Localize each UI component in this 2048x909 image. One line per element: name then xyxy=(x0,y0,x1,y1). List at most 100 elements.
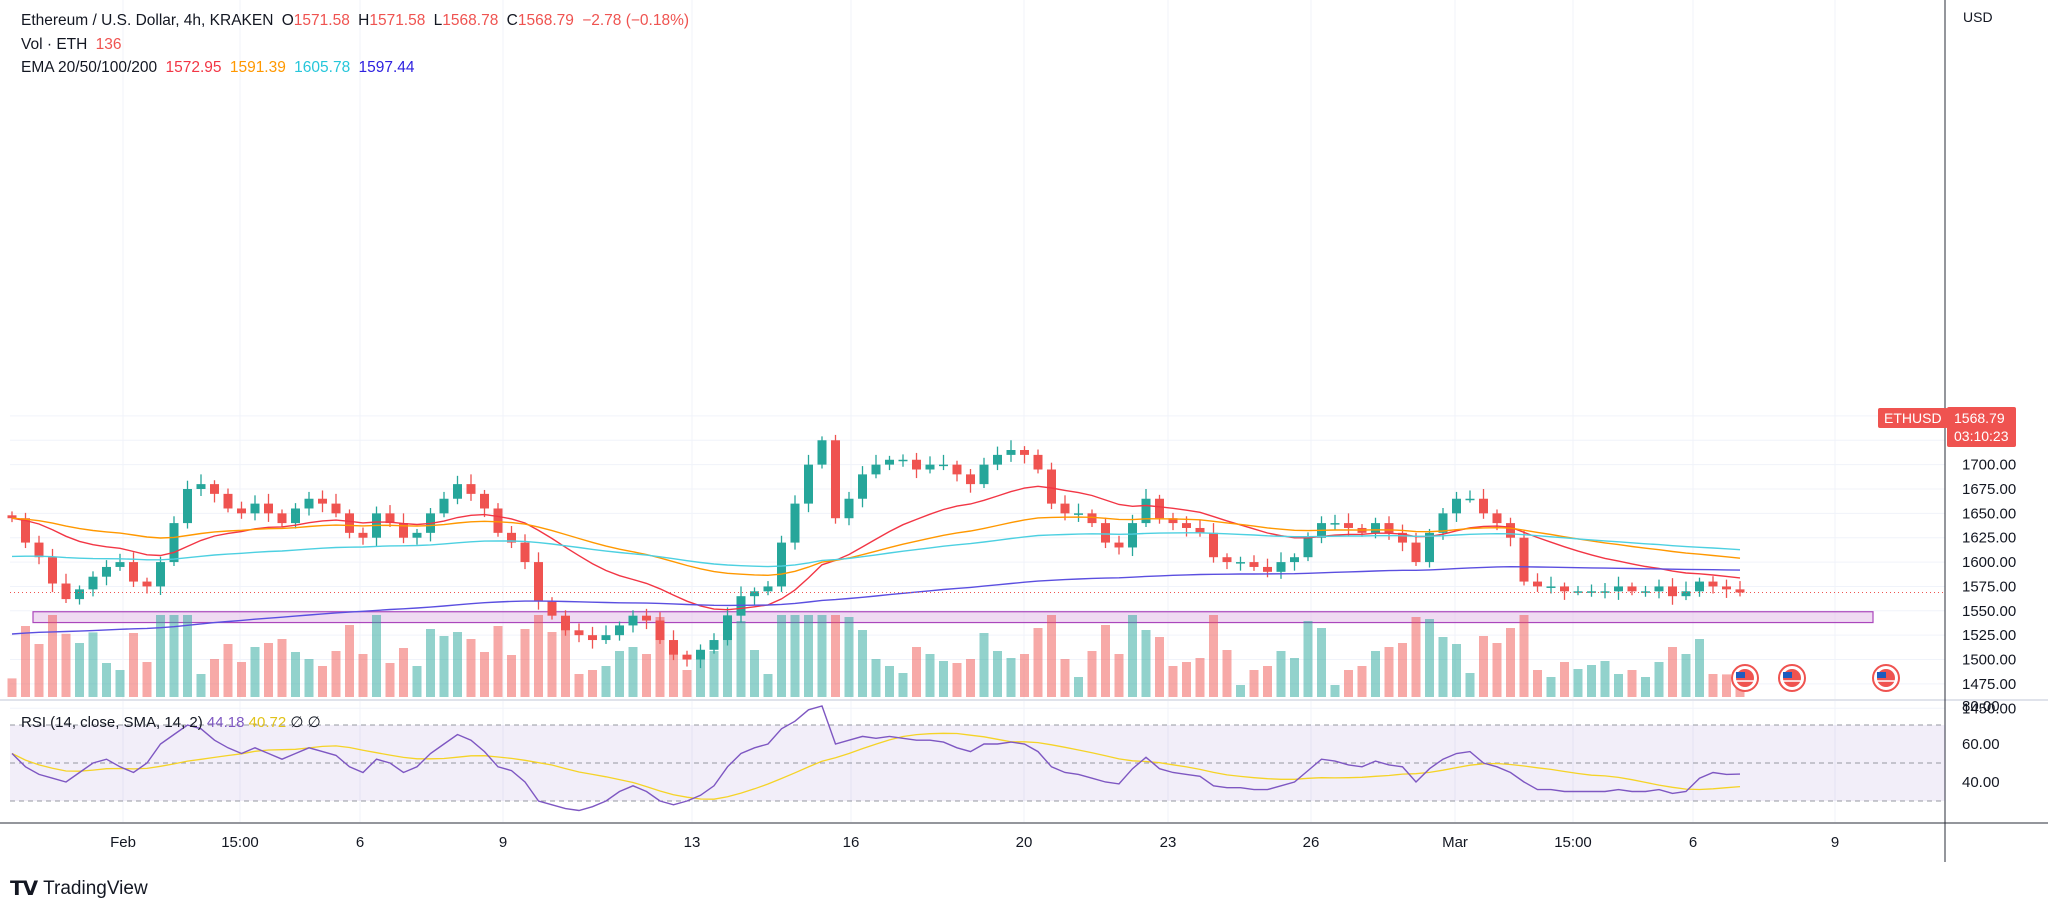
ema-legend: EMA 20/50/100/200 1572.95 1591.39 1605.7… xyxy=(21,59,419,77)
time-tick-label: 23 xyxy=(1160,834,1177,851)
volume-bar xyxy=(250,647,260,697)
volume-bar xyxy=(1573,669,1583,697)
volume-bar xyxy=(1668,647,1677,697)
candle-body xyxy=(1060,503,1070,514)
time-tick-label: Feb xyxy=(110,834,136,851)
candle-body xyxy=(1047,469,1056,504)
tradingview-brand[interactable]: 𝗧𝗩 TradingView xyxy=(10,876,148,901)
rsi-line xyxy=(11,705,1741,812)
volume-bar xyxy=(1141,630,1151,697)
rsi-sma-value: 40.72 xyxy=(248,714,287,731)
candle-body xyxy=(669,640,678,655)
candle-body xyxy=(1627,586,1637,592)
volume-bar xyxy=(682,670,692,697)
candle-body xyxy=(885,459,894,465)
candle-body xyxy=(871,464,881,475)
volume-bar xyxy=(453,632,462,697)
volume-bar xyxy=(696,655,705,697)
time-tick-label: 9 xyxy=(499,834,507,851)
volume-bar xyxy=(183,615,192,697)
candle-body xyxy=(1465,498,1475,501)
price-tick-label: 1475.00 xyxy=(1962,676,2016,693)
volume-label: Vol · ETH xyxy=(21,36,88,53)
volume-bar xyxy=(804,615,813,697)
candle-body xyxy=(642,615,651,621)
candle-body xyxy=(115,562,125,567)
volume-bar xyxy=(102,663,111,697)
close-label: C xyxy=(506,12,518,29)
volume-bar xyxy=(1209,615,1218,697)
price-tick-label: 1650.00 xyxy=(1962,505,2016,522)
candle-body xyxy=(1168,518,1178,524)
candle-body xyxy=(318,498,327,504)
candle-body xyxy=(480,493,489,509)
volume-bar xyxy=(588,670,597,697)
volume-bar xyxy=(480,652,489,697)
symbol-price-tag: ETHUSD xyxy=(1878,408,1948,428)
candle-body xyxy=(48,557,57,584)
volume-bar xyxy=(655,617,665,697)
candle-body xyxy=(291,508,300,524)
volume-bar xyxy=(291,652,300,697)
price-tick-label: 1700.00 xyxy=(1962,457,2016,474)
volume-bar xyxy=(412,666,422,697)
candle-body xyxy=(898,459,908,462)
candle-body xyxy=(952,464,962,475)
ema200-line xyxy=(11,565,1741,635)
volume-bar xyxy=(1398,643,1407,697)
candle-body xyxy=(696,649,705,660)
candle-body xyxy=(763,586,773,592)
candle-body xyxy=(1222,557,1232,563)
candle-body xyxy=(1641,591,1650,593)
volume-bar xyxy=(1425,619,1434,697)
open-label: O xyxy=(281,12,294,29)
volume-bar xyxy=(763,674,773,697)
candle-body xyxy=(466,484,476,494)
candle-body xyxy=(574,630,584,636)
high-label: H xyxy=(358,12,370,29)
volume-bar xyxy=(169,615,179,697)
ema100-line xyxy=(11,532,1741,568)
candle-body xyxy=(304,498,314,509)
candle-body xyxy=(1006,450,1016,455)
volume-bar xyxy=(1533,670,1542,697)
candle-body xyxy=(858,474,867,499)
candle-body xyxy=(912,459,921,470)
candles xyxy=(7,434,1745,697)
volume-bar xyxy=(520,629,530,697)
volume-bar xyxy=(831,615,840,697)
support-zone-rect xyxy=(32,611,1874,624)
volume-bar xyxy=(1195,658,1205,697)
volume-bar xyxy=(1438,637,1448,697)
candle-body xyxy=(1708,581,1718,587)
candle-body xyxy=(385,513,395,524)
currency-label: USD xyxy=(1963,9,1993,25)
candle-body xyxy=(966,474,975,485)
volume-bar xyxy=(345,625,354,697)
volume-bar xyxy=(1290,658,1299,697)
candle-body xyxy=(682,654,692,660)
ohlc-legend: Ethereum / U.S. Dollar, 4h, KRAKEN O1571… xyxy=(21,12,693,30)
candle-body xyxy=(628,615,638,626)
volume-bar xyxy=(142,662,152,697)
candle-body xyxy=(561,615,570,631)
last-price-tag: 1568.79 03:10:23 xyxy=(1947,407,2016,447)
time-tick-label: 6 xyxy=(1689,834,1697,851)
candle-body xyxy=(169,523,179,563)
rsi-value: 44.18 xyxy=(206,714,245,731)
ema20-value: 1572.95 xyxy=(165,59,222,76)
volume-bar xyxy=(898,673,908,697)
flag-us-icon xyxy=(1872,664,1900,692)
candle-body xyxy=(750,591,759,597)
volume-bar xyxy=(1600,661,1610,697)
candle-body xyxy=(1452,498,1461,514)
candle-body xyxy=(1398,532,1407,543)
volume-bar xyxy=(1303,621,1313,697)
volume-bar xyxy=(358,654,368,697)
volume-bar xyxy=(210,659,219,697)
volume-bar xyxy=(709,651,719,697)
volume-bar xyxy=(790,615,800,697)
candle-body xyxy=(1303,537,1313,558)
rsi-na-1: ∅ xyxy=(290,714,304,731)
